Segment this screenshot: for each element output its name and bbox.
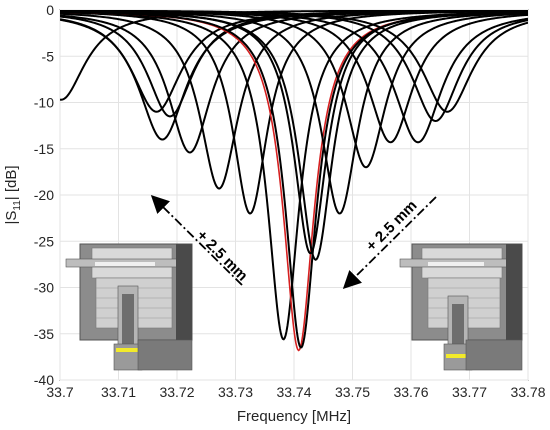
s11-series-line-18: [60, 10, 528, 113]
x-tick-label: 33.74: [276, 384, 311, 400]
x-tick-label: 33.78: [510, 384, 545, 400]
y-tick-label: -25: [34, 233, 54, 249]
shift-arrow-right: [342, 196, 437, 290]
x-tick-label: 33.71: [101, 384, 136, 400]
cavity-cross-section-right: [399, 243, 523, 371]
x-tick-label: 33.7: [46, 384, 73, 400]
x-tick-label: 33.73: [218, 384, 253, 400]
y-tick-label: -15: [34, 141, 54, 157]
y-tick-label: -5: [42, 48, 55, 64]
x-axis-label: Frequency [MHz]: [237, 408, 351, 425]
axis-ticks: 33.7 33.71 33.72 33.73 33.74 33.75 33.76 33.77 3…: [34, 2, 546, 400]
y-tick-label: -20: [34, 187, 54, 203]
x-tick-label: 33.72: [159, 384, 194, 400]
y-tick-label: -40: [34, 372, 54, 388]
s11-curves: [60, 10, 528, 352]
y-tick-label: -10: [34, 95, 54, 111]
y-tick-label: 0: [46, 2, 54, 18]
y-tick-label: -30: [34, 280, 54, 296]
x-tick-label: 33.76: [393, 384, 428, 400]
x-tick-label: 33.77: [452, 384, 487, 400]
cavity-cross-section-left: [65, 243, 193, 371]
y-axis-label: |S11| [dB]: [3, 165, 23, 224]
x-tick-label: 33.75: [335, 384, 370, 400]
y-tick-label: -35: [34, 326, 54, 342]
shift-arrow-left: [150, 194, 243, 286]
